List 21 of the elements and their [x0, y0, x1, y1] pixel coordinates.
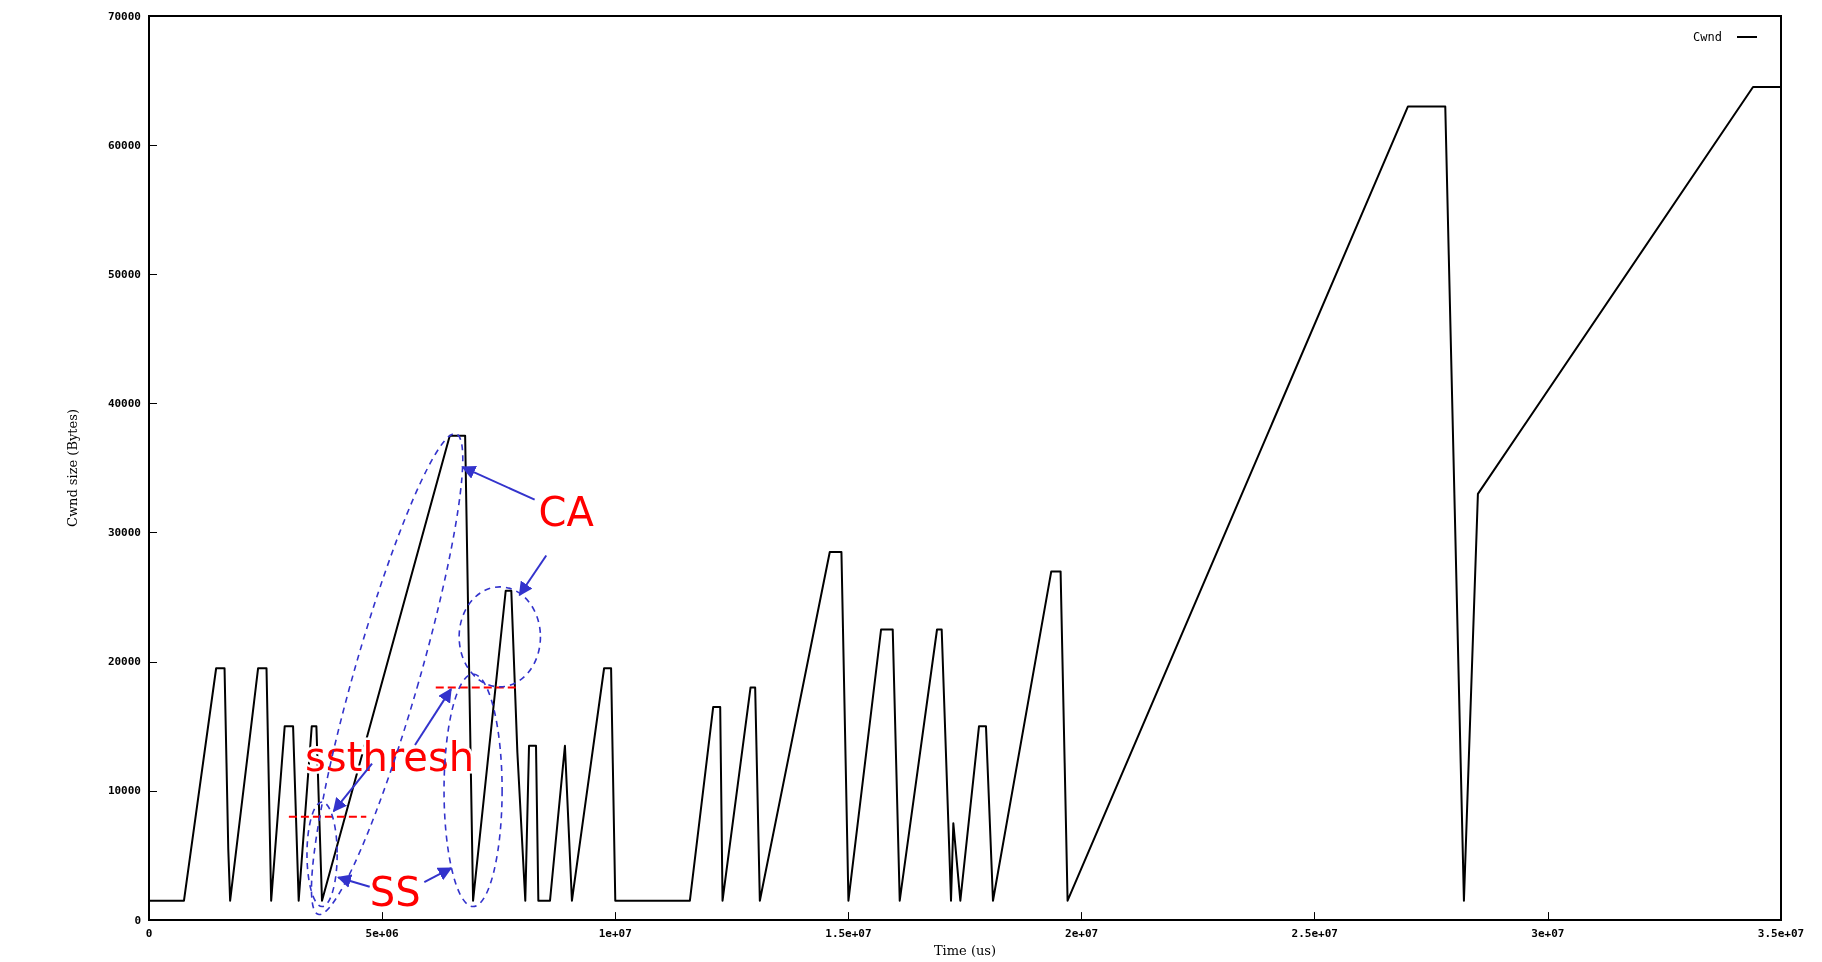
x-axis-title: Time (us) [933, 943, 997, 958]
y-tick-label: 50000 [107, 267, 141, 281]
x-tick-label: 2.5e+07 [1291, 927, 1338, 941]
y-tick-label: 40000 [107, 396, 141, 410]
x-tick-label: 3e+07 [1531, 927, 1565, 941]
x-tick-label: 0 [145, 927, 153, 941]
x-tick-label: 3.5e+07 [1757, 927, 1805, 941]
y-tick-label: 10000 [107, 784, 141, 798]
y-tick-label: 70000 [107, 9, 141, 23]
x-tick-label: 2e+07 [1065, 927, 1099, 941]
x-tick-label: 1e+07 [598, 927, 632, 941]
y-tick-label: 30000 [107, 526, 141, 540]
y-tick-label: 0 [134, 913, 141, 927]
legend-label: Cwnd [1693, 30, 1722, 44]
x-tick-label: 1.5e+07 [825, 927, 872, 941]
annotation: CA [538, 489, 595, 536]
y-axis-title: Cwnd size (Bytes) [65, 409, 80, 528]
y-tick-label: 20000 [107, 655, 141, 669]
x-tick-label: 5e+06 [365, 927, 400, 941]
annotation: SS [369, 868, 421, 915]
y-tick-label: 60000 [107, 138, 141, 152]
